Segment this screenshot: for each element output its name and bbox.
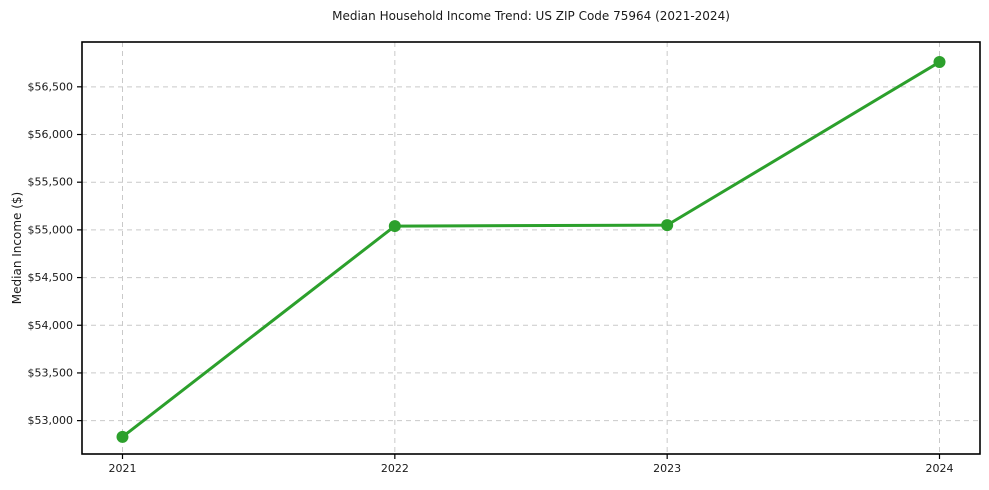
data-point-2023 (661, 219, 674, 232)
plot-border (81, 41, 981, 455)
x-tick-label: 2021 (109, 462, 137, 475)
chart-title: Median Household Income Trend: US ZIP Co… (332, 9, 730, 23)
x-tick-label: 2023 (653, 462, 681, 475)
y-tick-label: $53,500 (28, 366, 74, 379)
y-tick-label: $54,500 (28, 271, 74, 284)
data-point-2024 (933, 56, 946, 69)
y-tick-label: $56,000 (28, 128, 74, 141)
y-tick-label: $55,000 (28, 223, 74, 236)
x-tick-label: 2022 (381, 462, 409, 475)
y-tick-label: $53,000 (28, 414, 74, 427)
trend-line (121, 60, 941, 439)
y-tick-label: $56,500 (28, 80, 74, 93)
x-tick-label: 2024 (926, 462, 954, 475)
y-tick-label: $54,000 (28, 319, 74, 332)
data-point-2021 (116, 430, 129, 443)
data-point-2022 (388, 220, 401, 233)
y-axis-label: Median Income ($) (10, 191, 24, 305)
y-tick-label: $55,500 (28, 176, 74, 189)
